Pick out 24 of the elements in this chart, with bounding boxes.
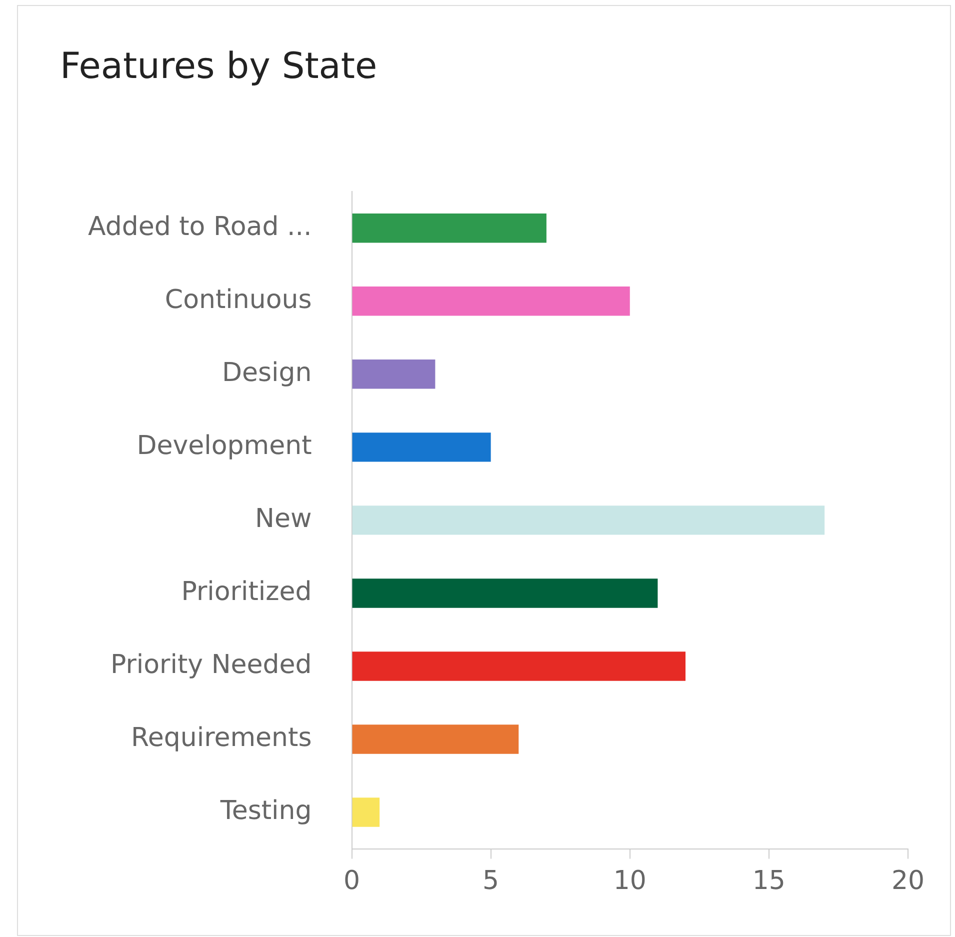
bar: [352, 578, 658, 608]
y-tick-label: Continuous: [164, 284, 312, 315]
bar: [352, 214, 546, 243]
y-tick-label: Design: [222, 358, 312, 388]
y-tick-label: Prioritized: [181, 576, 312, 607]
bar: [352, 506, 825, 535]
bar: [352, 286, 630, 316]
bar: [352, 724, 519, 754]
bar: [352, 360, 436, 389]
chart-title: Features by State: [60, 46, 378, 87]
bar: [352, 798, 380, 827]
y-tick-label: Development: [136, 430, 312, 461]
y-tick-label: Testing: [219, 796, 312, 826]
y-tick-label: Added to Road ...: [88, 212, 312, 242]
x-tick-label: 0: [343, 866, 360, 896]
x-tick-label: 15: [752, 866, 786, 896]
y-tick-label: Requirements: [131, 723, 312, 754]
x-tick-label: 20: [891, 866, 925, 896]
bar: [352, 652, 686, 681]
y-tick-label: Priority Needed: [110, 650, 312, 680]
x-tick-label: 5: [482, 866, 500, 896]
x-tick-label: 10: [613, 866, 646, 896]
bar: [352, 432, 491, 462]
y-tick-label: New: [255, 504, 312, 534]
